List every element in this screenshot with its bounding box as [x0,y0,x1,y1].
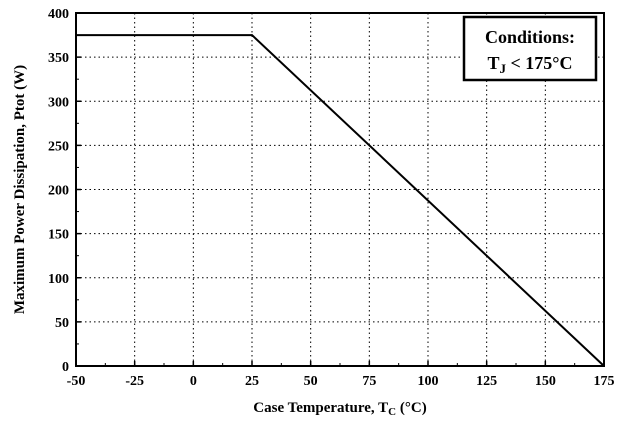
series [75,34,605,367]
y-axis-title: Maximum Power Dissipation, Ptot (W) [12,65,28,314]
x-tick-label: 175 [594,374,615,389]
annotation-condition-rest: < 175°C [506,53,572,73]
x-tick-label: 100 [418,374,439,389]
derating-curve [76,34,605,367]
data-point [251,34,253,36]
axis-ticks: -50 -25 0 25 50 75 100 125 150 175 0 50 100 150 200 250… [48,7,615,389]
y-tick-label: 0 [62,360,69,375]
annotation-condition-sub: J [500,61,507,76]
x-tick-label: -25 [125,374,144,389]
x-tick-label: -50 [67,374,86,389]
y-tick-label: 100 [48,272,69,287]
data-point [603,365,605,367]
annotation-condition-main: T [488,53,500,73]
x-tick-label: 0 [190,374,197,389]
annotation-title: Conditions: [485,27,575,47]
y-tick-label: 250 [48,139,69,154]
y-tick-label: 150 [48,228,69,243]
x-tick-label: 150 [535,374,556,389]
y-tick-label: 50 [55,316,69,331]
x-axis-title: Case Temperature, TC (°C) [253,400,426,418]
x-tick-label: 25 [245,374,259,389]
y-tick-label: 200 [48,184,69,199]
x-axis-title-sub: C [388,406,396,418]
annotation-box: Conditions: TJ < 175°C [462,15,598,82]
annotation-condition: TJ < 175°C [488,53,573,76]
x-axis-title-main: Case Temperature, T [253,400,388,416]
data-point [75,34,77,36]
x-tick-label: 75 [362,374,376,389]
annotation-frame [462,15,598,82]
x-axis-title-unit: (°C) [396,400,427,416]
x-tick-label: 125 [476,374,497,389]
x-tick-label: 50 [304,374,318,389]
y-tick-label: 400 [48,7,69,22]
y-tick-label: 300 [48,95,69,110]
y-tick-label: 350 [48,51,69,66]
